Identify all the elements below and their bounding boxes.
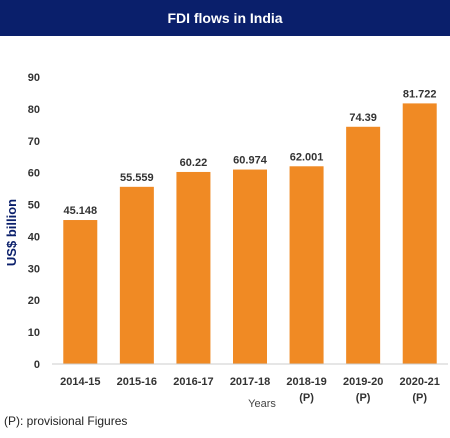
y-tick-label: 90 [28,72,40,84]
y-tick-label: 50 [28,200,40,212]
x-tick-label: 2016-17 [173,376,213,388]
y-tick-label: 60 [28,168,40,180]
x-tick-note: (P) [412,392,427,404]
x-tick-label: 2019-20 [343,376,383,388]
x-tick-label: 2014-15 [60,376,100,388]
y-tick-label: 0 [34,359,40,371]
bar-chart: 0 10 20 30 40 50 60 70 80 90 45.148 55.559 60.22 60.… [4,72,448,410]
data-label: 81.722 [403,88,437,100]
y-tick-label: 10 [28,327,40,339]
bar-2017-18 [233,169,267,364]
x-tick-label: 2018-19 [286,376,326,388]
data-label: 45.148 [63,205,97,217]
x-tick-label: 2015-16 [117,376,157,388]
chart-title: FDI flows in India [0,0,450,36]
footnote: (P): provisional Figures [4,414,128,428]
bar-2018-19 [289,166,324,364]
data-label: 55.559 [120,172,154,184]
y-tick-label: 70 [28,136,40,148]
x-tick-label: 2017-18 [230,376,270,388]
data-label: 60.974 [233,155,268,167]
x-axis-label: Years [248,398,276,410]
bar-2020-21 [402,103,437,365]
y-tick-label: 40 [28,231,40,243]
data-label: 62.001 [290,151,324,163]
x-tick-note: (P) [356,392,371,404]
bar-2015-16 [119,186,154,364]
data-label: 74.39 [349,112,377,124]
x-tick-label: 2020-21 [400,376,440,388]
bar-2019-20 [346,126,381,364]
y-axis-label: US$ billion [4,199,19,266]
y-tick-label: 20 [28,295,40,307]
data-label: 60.22 [180,157,208,169]
bar-2016-17 [176,171,211,364]
y-tick-label: 80 [28,104,40,116]
bar-2014-15 [63,220,98,364]
y-tick-label: 30 [28,263,40,275]
x-tick-note: (P) [299,392,314,404]
